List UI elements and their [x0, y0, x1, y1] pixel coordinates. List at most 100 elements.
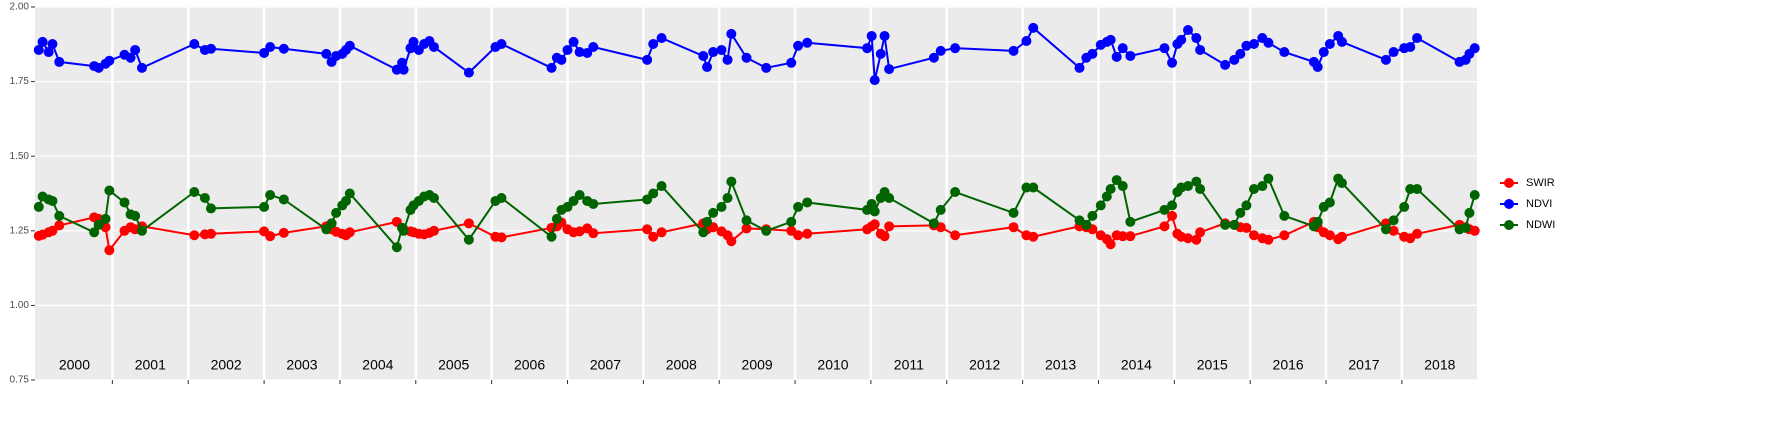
point [546, 62, 557, 73]
point [189, 39, 200, 50]
legend-point [1504, 220, 1514, 230]
point [1028, 182, 1039, 193]
point [54, 210, 65, 221]
point [1182, 24, 1193, 35]
point [1229, 219, 1240, 230]
legend-point [1504, 178, 1514, 188]
point [1105, 184, 1116, 195]
point [104, 55, 115, 66]
point [205, 43, 216, 54]
point [648, 39, 659, 50]
year-label: 2010 [817, 357, 848, 373]
point [136, 225, 147, 236]
point [588, 228, 599, 239]
point [1405, 41, 1416, 52]
point [496, 232, 507, 243]
point [1008, 222, 1019, 233]
point [136, 62, 147, 73]
point [278, 227, 289, 238]
point [716, 44, 727, 55]
point [793, 40, 804, 51]
point [428, 192, 439, 203]
point [1087, 48, 1098, 59]
point [574, 189, 585, 200]
point [875, 48, 886, 59]
point [1318, 47, 1329, 58]
point [54, 220, 65, 231]
point [642, 54, 653, 65]
point [869, 75, 880, 86]
point [408, 36, 419, 47]
point [802, 37, 813, 48]
year-label: 2005 [438, 357, 469, 373]
point [1167, 200, 1178, 211]
legend-label: SWIR [1526, 177, 1555, 189]
legend-label: NDWI [1526, 219, 1555, 231]
year-label: 2003 [286, 357, 317, 373]
point [189, 230, 200, 241]
point [278, 43, 289, 54]
point [935, 45, 946, 56]
point [265, 231, 276, 242]
point [1182, 233, 1193, 244]
point [496, 192, 507, 203]
point [1388, 215, 1399, 226]
point [391, 242, 402, 253]
point [205, 203, 216, 214]
point [698, 50, 709, 61]
point [761, 62, 772, 73]
year-label: 2015 [1197, 357, 1228, 373]
year-label: 2016 [1273, 357, 1304, 373]
point [100, 213, 111, 224]
point [1469, 43, 1480, 54]
point [43, 47, 54, 58]
point [1182, 181, 1193, 192]
point [33, 201, 44, 212]
point [344, 227, 355, 238]
point [568, 36, 579, 47]
point [1263, 37, 1274, 48]
point [496, 39, 507, 50]
point [1125, 231, 1136, 242]
point [463, 234, 474, 245]
point [884, 192, 895, 203]
year-label: 2013 [1045, 357, 1076, 373]
point [1380, 54, 1391, 65]
point [1324, 230, 1335, 241]
y-tick-label: 1.50 [10, 151, 30, 162]
year-label: 2002 [211, 357, 242, 373]
legend-point [1504, 199, 1514, 209]
point [702, 216, 713, 227]
point [648, 188, 659, 199]
point [1248, 184, 1259, 195]
point [1191, 176, 1202, 187]
point [1336, 231, 1347, 242]
point [1248, 230, 1259, 241]
point [1125, 216, 1136, 227]
point [862, 43, 873, 54]
year-label: 2009 [742, 357, 773, 373]
point [1460, 222, 1471, 233]
year-label: 2011 [894, 357, 924, 373]
point [205, 228, 216, 239]
point [130, 44, 141, 55]
point [1312, 61, 1323, 72]
point [428, 225, 439, 236]
point [1021, 36, 1032, 47]
point [1241, 222, 1252, 233]
legend-label: NDVI [1526, 198, 1552, 210]
point [1464, 207, 1475, 218]
point [722, 192, 733, 203]
year-label: 2017 [1348, 357, 1379, 373]
point [1324, 197, 1335, 208]
year-label: 2006 [514, 357, 545, 373]
point [1312, 216, 1323, 227]
point [1388, 225, 1399, 236]
y-tick-label: 2.00 [10, 2, 30, 13]
point [1279, 210, 1290, 221]
point [1241, 40, 1252, 51]
point [1324, 39, 1335, 50]
point [344, 188, 355, 199]
point [119, 197, 130, 208]
